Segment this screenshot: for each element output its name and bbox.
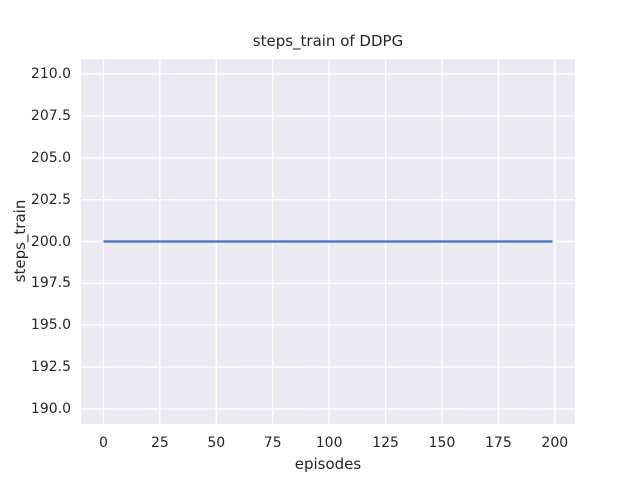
y-tick-label: 200.0: [30, 233, 71, 250]
y-tick-label: 202.5: [30, 191, 71, 208]
chart-title: steps_train of DDPG: [252, 32, 404, 50]
x-tick-label: 175: [485, 435, 512, 451]
plot-canvas: [81, 59, 575, 424]
x-tick-label: 100: [315, 435, 343, 451]
x-axis-label: episodes: [294, 455, 362, 473]
y-tick-label: 195.0: [30, 317, 71, 334]
y-tick-label: 190.0: [30, 400, 71, 417]
x-tick-label: 150: [428, 435, 456, 451]
x-tick-label: 50: [207, 435, 226, 451]
y-tick-label: 197.5: [30, 275, 71, 292]
y-tick-label: 210.0: [30, 66, 71, 83]
x-tick-label: 200: [541, 435, 569, 451]
plot-area: [81, 59, 575, 424]
y-tick-label: 207.5: [30, 107, 71, 124]
x-tick-label: 125: [372, 435, 399, 451]
x-tick-label: 75: [263, 435, 282, 451]
x-tick-label: 25: [150, 435, 169, 451]
y-tick-label: 205.0: [30, 149, 71, 166]
y-tick-label: 192.5: [30, 359, 71, 376]
x-tick-label: 0: [98, 435, 108, 451]
